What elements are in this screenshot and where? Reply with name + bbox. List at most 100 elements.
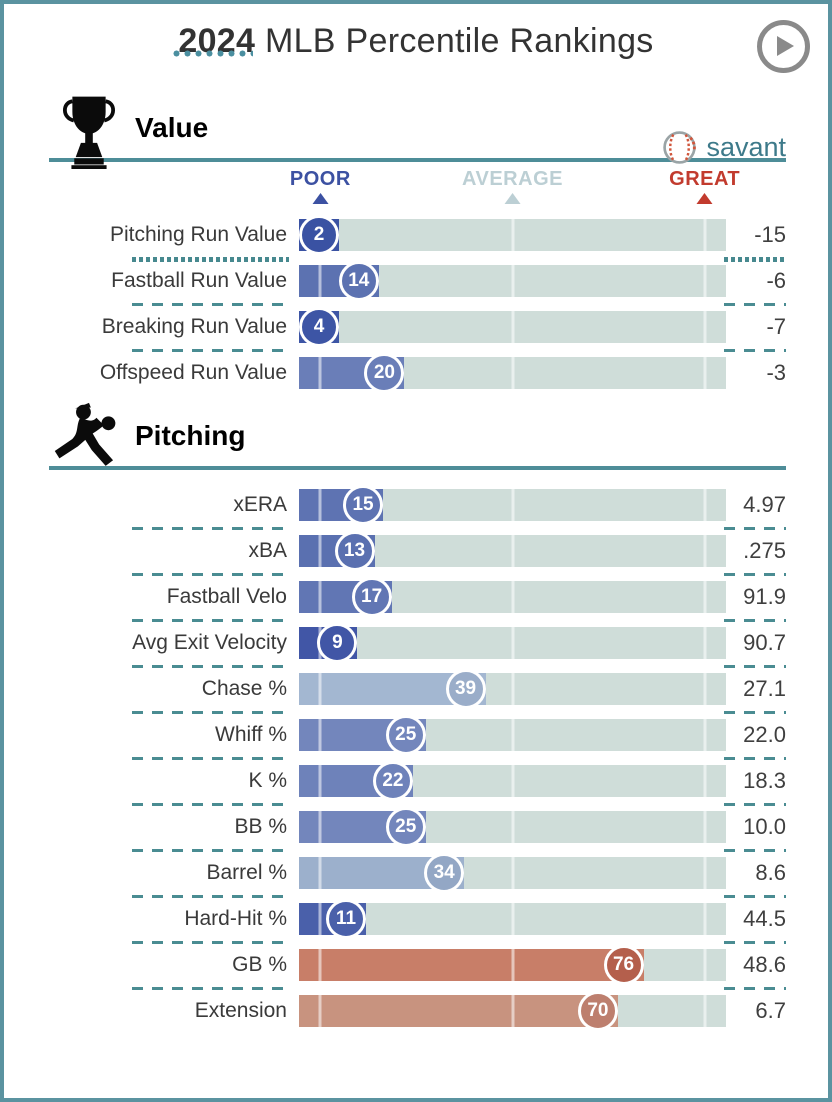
row-separator	[132, 303, 289, 306]
bar-fill	[299, 995, 618, 1027]
metric-label: Avg Exit Velocity	[132, 631, 287, 654]
percentile-tick	[703, 535, 707, 567]
row-separator	[132, 573, 289, 576]
percentile-value-circle[interactable]: 70	[577, 991, 618, 1031]
row-separator	[724, 619, 786, 622]
percentile-value-circle[interactable]: 13	[334, 531, 375, 571]
row-separator	[132, 619, 289, 622]
percentile-bar[interactable]: 25	[299, 807, 726, 847]
metric-value: 44.5	[743, 906, 786, 931]
row-separator	[724, 757, 786, 760]
metric-value: -3	[766, 360, 786, 385]
page-title: 2024 MLB Percentile Rankings	[173, 22, 653, 60]
percentile-value-circle[interactable]: 25	[385, 807, 426, 847]
metric-label: Fastball Run Value	[111, 269, 287, 292]
metric-value: 10.0	[743, 814, 786, 839]
percentile-tick	[318, 995, 322, 1027]
metric-row: Chase % 39 27.1	[49, 666, 786, 714]
percentile-tick	[511, 535, 514, 567]
section-divider-value	[49, 158, 786, 162]
percentile-tick	[703, 811, 707, 843]
metric-label: Whiff %	[215, 723, 287, 746]
scale-header-track: POOR AVERAGE GREAT	[290, 168, 740, 212]
percentile-tick	[703, 627, 707, 659]
percentile-bar[interactable]: 14	[299, 261, 726, 301]
percentile-bar[interactable]: 4	[299, 307, 726, 347]
metric-value: 90.7	[743, 630, 786, 655]
percentile-value-circle[interactable]: 20	[364, 353, 405, 393]
percentile-tick	[511, 489, 514, 521]
trophy-icon	[49, 93, 129, 169]
percentile-tick	[703, 489, 707, 521]
percentile-tick	[318, 265, 322, 297]
row-separator	[132, 665, 289, 668]
percentile-value-circle[interactable]: 11	[325, 899, 366, 939]
row-separator	[132, 757, 289, 760]
percentile-value-circle[interactable]: 25	[385, 715, 426, 755]
percentile-bar[interactable]: 22	[299, 761, 726, 801]
savant-logo[interactable]: savant	[661, 129, 786, 166]
percentile-value-circle[interactable]: 76	[603, 945, 644, 985]
metric-label: Breaking Run Value	[101, 315, 287, 338]
metric-row: GB % 76 48.6	[49, 942, 786, 990]
metric-label: Pitching Run Value	[109, 223, 287, 246]
percentile-tick	[703, 311, 707, 343]
percentile-tick	[703, 357, 707, 389]
percentile-tick	[318, 719, 322, 751]
percentile-bar[interactable]: 34	[299, 853, 726, 893]
percentile-bar[interactable]: 13	[299, 531, 726, 571]
percentile-bar[interactable]: 9	[299, 623, 726, 663]
metric-row: Barrel % 34 8.6	[49, 850, 786, 898]
metric-label: Fastball Velo	[166, 585, 287, 608]
row-separator	[132, 711, 289, 714]
percentile-value-circle[interactable]: 34	[424, 853, 465, 893]
percentile-value-circle[interactable]: 39	[445, 669, 486, 709]
baseball-icon	[663, 131, 697, 164]
percentile-tick	[318, 949, 322, 981]
play-button[interactable]	[757, 20, 810, 73]
percentile-value-circle[interactable]: 9	[317, 623, 358, 663]
scale-marker-label: AVERAGE	[462, 168, 563, 190]
percentile-bar[interactable]: 20	[299, 353, 726, 393]
row-separator	[724, 303, 786, 306]
row-separator	[724, 895, 786, 898]
metric-label: BB %	[234, 815, 287, 838]
metric-label: Chase %	[201, 677, 287, 700]
row-separator	[724, 803, 786, 806]
percentile-value-circle[interactable]: 22	[372, 761, 413, 801]
percentile-tick	[511, 581, 514, 613]
scale-marker-poor: POOR	[290, 168, 351, 204]
metric-row: Extension 70 6.7	[49, 988, 786, 1034]
percentile-tick	[511, 627, 514, 659]
percentile-bar[interactable]: 25	[299, 715, 726, 755]
percentile-bar[interactable]: 76	[299, 945, 726, 985]
metric-value: -7	[766, 314, 786, 339]
percentile-bar[interactable]: 2	[299, 215, 726, 255]
percentile-bar[interactable]: 15	[299, 485, 726, 525]
percentile-value-circle[interactable]: 15	[343, 485, 384, 525]
percentile-tick	[511, 357, 514, 389]
bar-fill	[299, 949, 644, 981]
metric-value: 6.7	[755, 998, 786, 1023]
metric-value: -15	[754, 222, 786, 247]
percentile-value-circle[interactable]: 2	[299, 215, 339, 255]
percentile-bar[interactable]: 11	[299, 899, 726, 939]
percentile-tick	[703, 765, 707, 797]
percentile-bar[interactable]: 70	[299, 991, 726, 1031]
percentile-tick	[511, 903, 514, 935]
percentile-bar[interactable]: 17	[299, 577, 726, 617]
percentile-value-circle[interactable]: 17	[351, 577, 392, 617]
scale-marker-triangle-icon	[504, 193, 521, 204]
metric-row: Offspeed Run Value 20 -3	[49, 350, 786, 396]
section-divider-pitching	[49, 466, 786, 470]
percentile-value-circle[interactable]: 4	[299, 307, 339, 347]
percentile-tick	[318, 673, 322, 705]
percentile-tick	[703, 949, 707, 981]
percentile-value-circle[interactable]: 14	[338, 261, 379, 301]
scale-header: POOR AVERAGE GREAT	[49, 168, 786, 212]
percentile-tick	[511, 995, 514, 1027]
metric-row: xBA 13 .275	[49, 528, 786, 576]
percentile-bar[interactable]: 39	[299, 669, 726, 709]
percentile-tick	[511, 265, 514, 297]
